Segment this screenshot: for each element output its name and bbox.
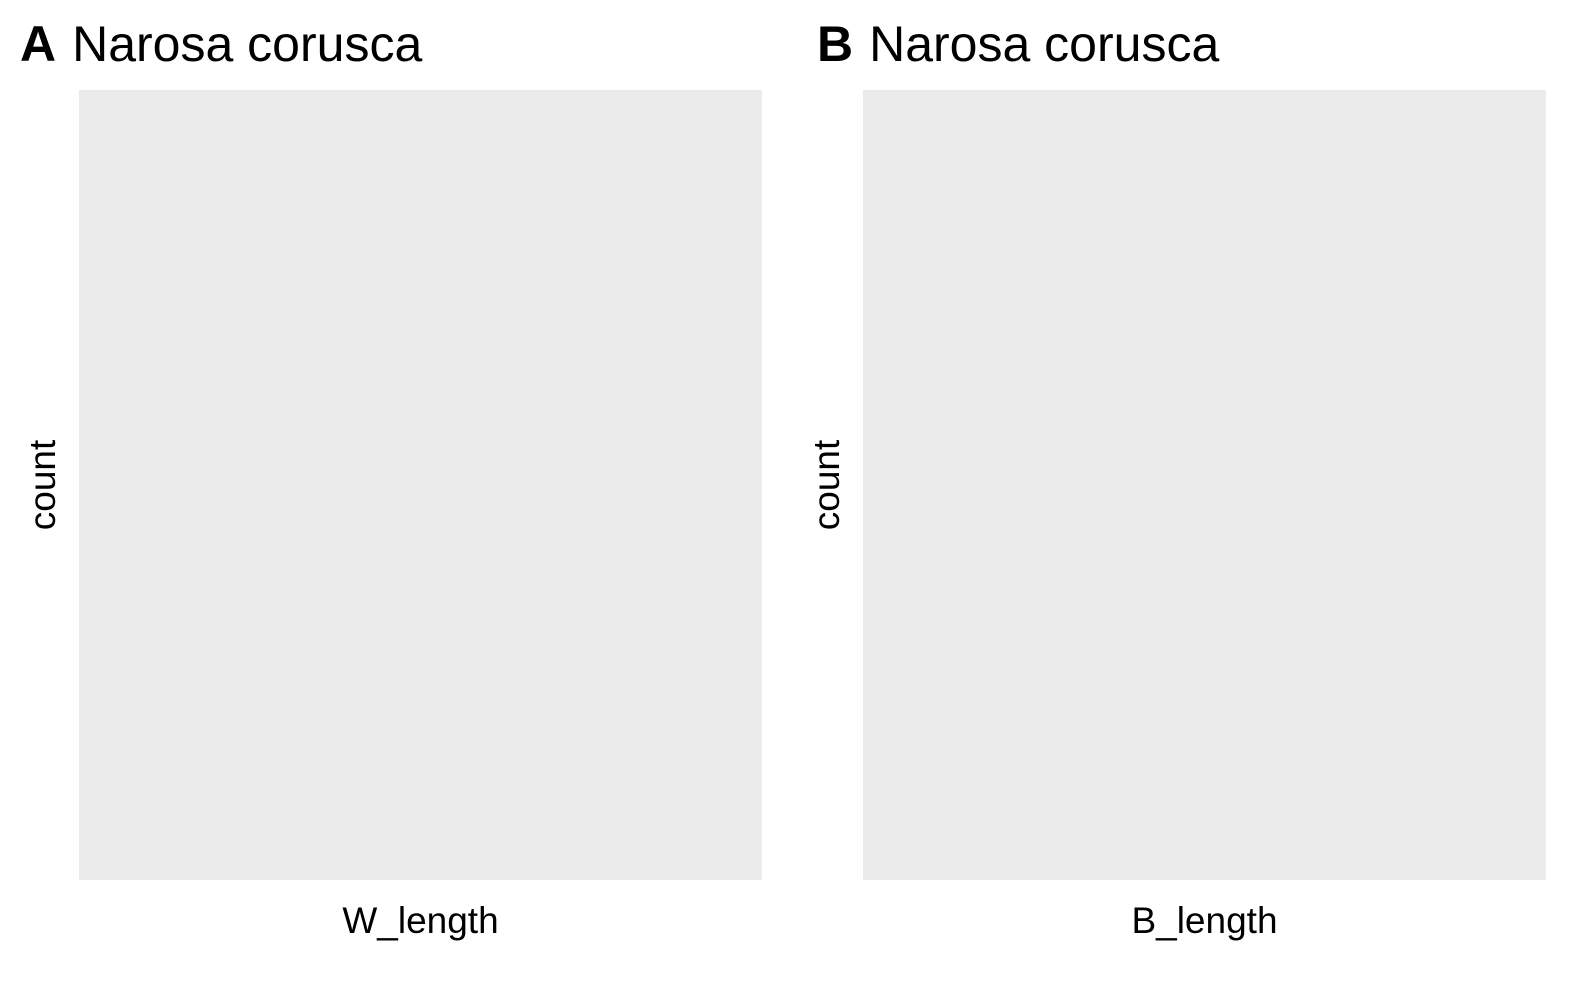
panel-tag: A bbox=[20, 16, 57, 72]
y-axis-label: count bbox=[22, 439, 63, 531]
chart-panel-a: A Narosa corusca count W_length bbox=[20, 14, 762, 941]
chart-panel-b: B Narosa corusca count B_length bbox=[797, 0, 1593, 984]
x-axis-label: B_length bbox=[1131, 900, 1278, 941]
panel-header: B Narosa corusca bbox=[817, 14, 1219, 74]
plot-area bbox=[79, 90, 762, 880]
y-axis-label: count bbox=[806, 439, 847, 531]
x-axis-label: W_length bbox=[342, 900, 499, 941]
panel-title: Narosa corusca bbox=[869, 16, 1220, 72]
panel-title: Narosa corusca bbox=[72, 16, 423, 72]
plot-area bbox=[863, 90, 1546, 880]
panel-header: A Narosa corusca bbox=[20, 14, 422, 74]
panel-tag: B bbox=[817, 16, 854, 72]
